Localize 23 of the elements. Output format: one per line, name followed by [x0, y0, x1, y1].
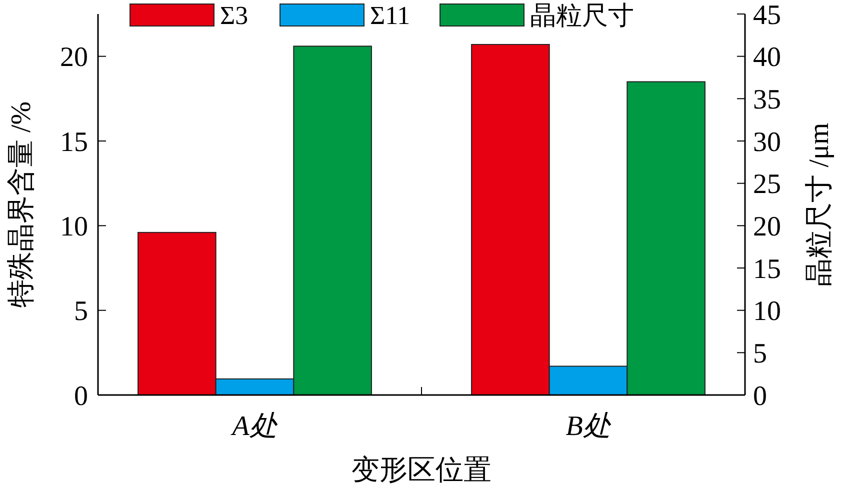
y2-tick-label: 10	[753, 296, 781, 328]
y-tick-label: 5	[74, 296, 88, 328]
y2-tick-label: 40	[753, 42, 781, 74]
y2-tick-label: 25	[753, 169, 781, 200]
y-tick-label: 0	[74, 380, 88, 412]
y2-tick-label: 30	[753, 126, 781, 158]
y-tick-label: 20	[60, 42, 88, 74]
legend-label: 晶粒尺寸	[530, 1, 634, 30]
y2-tick-label: 0	[753, 380, 767, 412]
y-tick-label: 10	[60, 211, 88, 242]
y2-tick-label: 35	[753, 84, 781, 116]
legend-label: Σ3	[220, 1, 248, 30]
x-tick-label: A处	[230, 411, 278, 442]
x-axis-title: 变形区位置	[352, 455, 492, 486]
y2-tick-label: 20	[753, 211, 781, 242]
y-axis-title: 特殊晶界含量 /%	[6, 101, 37, 308]
y2-tick-label: 15	[753, 254, 781, 285]
x-tick-label: B处	[566, 411, 612, 442]
y2-axis-title: 晶粒尺寸 /μm	[804, 122, 835, 286]
y2-tick-label: 45	[753, 0, 781, 31]
legend-label: Σ11	[370, 1, 410, 30]
y2-tick-label: 5	[753, 338, 767, 370]
y-tick-label: 15	[60, 126, 88, 158]
